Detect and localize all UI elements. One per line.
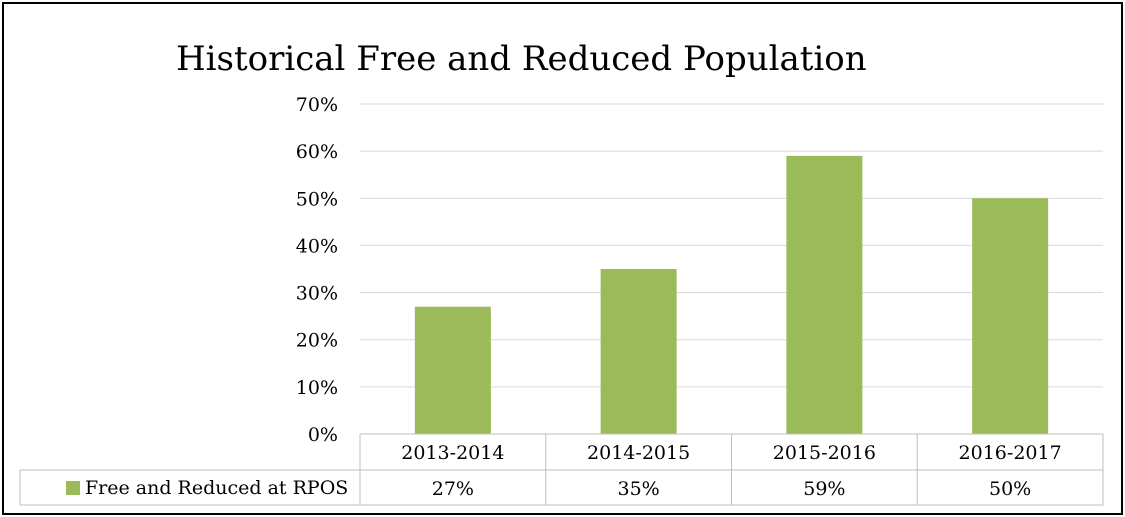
bar-series xyxy=(414,155,1049,434)
x-category-label: 2016-2017 xyxy=(959,442,1062,464)
data-table-value: 59% xyxy=(803,478,845,500)
y-tick-label: 70% xyxy=(296,94,338,116)
x-category-label: 2013-2014 xyxy=(401,442,504,464)
data-table-value: 35% xyxy=(618,478,660,500)
bar-2016-2017 xyxy=(972,198,1049,434)
y-tick-label: 20% xyxy=(296,330,338,352)
x-category-label: 2015-2016 xyxy=(773,442,876,464)
y-tick-label: 40% xyxy=(296,235,338,257)
y-tick-label: 50% xyxy=(296,188,338,210)
x-category-label: 2014-2015 xyxy=(587,442,690,464)
chart-canvas: Historical Free and Reduced Population 0… xyxy=(19,39,1104,506)
y-axis-tick-labels: 0% 10% 20% 30% 40% 50% 60% 70% xyxy=(296,94,338,446)
chart-title: Historical Free and Reduced Population xyxy=(176,39,867,79)
data-table-value: 50% xyxy=(989,478,1031,500)
y-tick-label: 0% xyxy=(308,424,338,446)
legend-swatch xyxy=(66,481,80,495)
bar-2014-2015 xyxy=(600,269,677,434)
y-tick-label: 60% xyxy=(296,141,338,163)
legend-series-name: Free and Reduced at RPOS xyxy=(85,477,348,499)
data-table: 2013-2014 27% 2014-2015 35% 2015-2016 59% 2016… xyxy=(19,433,1104,506)
data-table-value: 27% xyxy=(432,478,474,500)
y-tick-label: 30% xyxy=(296,283,338,305)
bar-2013-2014 xyxy=(414,306,491,434)
bar-2015-2016 xyxy=(786,155,863,434)
y-tick-label: 10% xyxy=(296,377,338,399)
